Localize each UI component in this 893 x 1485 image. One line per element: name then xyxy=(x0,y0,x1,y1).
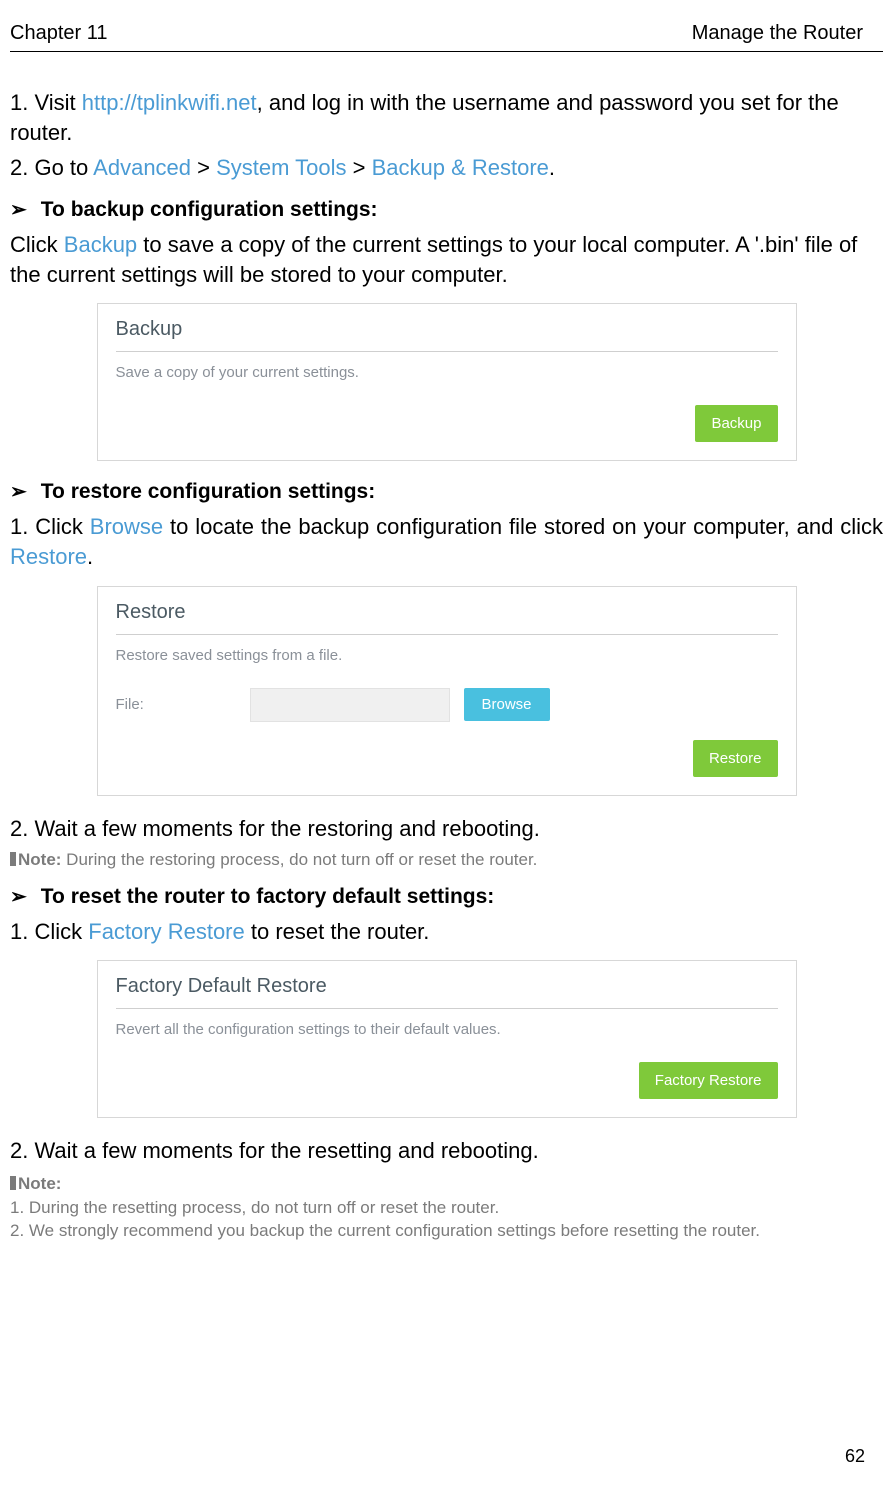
content-area: 1. Visit http://tplinkwifi.net, and log … xyxy=(0,52,893,1243)
browse-inline-link: Browse xyxy=(90,514,163,539)
factory-panel-wrap: Factory Default Restore Revert all the c… xyxy=(10,960,883,1118)
factory-panel-title: Factory Default Restore xyxy=(116,975,778,998)
backup-inline-link: Backup xyxy=(64,232,137,257)
restore-btn-row: Restore xyxy=(116,740,778,777)
chapter-label: Chapter 11 xyxy=(10,22,107,45)
restore-s1-pre: 1. Click xyxy=(10,514,90,539)
caret-icon: ➢ xyxy=(10,479,27,504)
factory-restore-button[interactable]: Factory Restore xyxy=(639,1062,778,1099)
para-backup-post: to save a copy of the current settings t… xyxy=(10,232,857,287)
step-2-end: . xyxy=(549,155,555,180)
backup-button[interactable]: Backup xyxy=(695,405,777,442)
backup-panel-rule xyxy=(116,351,778,352)
reset-s1-pre: 1. Click xyxy=(10,919,88,944)
note-icon xyxy=(10,852,16,866)
restore-panel-rule xyxy=(116,634,778,635)
note2-item-2: 2. We strongly recommend you backup the … xyxy=(10,1219,883,1243)
reset-s1-post: to reset the router. xyxy=(245,919,430,944)
heading-reset: ➢ To reset the router to factory default … xyxy=(10,884,883,909)
page-header: Chapter 11 Manage the Router xyxy=(0,0,893,51)
para-backup-pre: Click xyxy=(10,232,64,257)
heading-backup: ➢ To backup configuration settings: xyxy=(10,197,883,222)
heading-backup-text: To backup configuration settings: xyxy=(41,198,378,221)
page-number: 62 xyxy=(845,1446,865,1467)
restore-panel: Restore Restore saved settings from a fi… xyxy=(97,586,797,796)
note-restore: Note: During the restoring process, do n… xyxy=(10,850,883,870)
note-restore-text: During the restoring process, do not tur… xyxy=(61,850,537,869)
factory-restore-inline-link: Factory Restore xyxy=(88,919,245,944)
file-row: File: Browse xyxy=(116,688,778,722)
nav-system-tools: System Tools xyxy=(216,155,346,180)
restore-panel-desc: Restore saved settings from a file. xyxy=(116,647,778,664)
note-icon xyxy=(10,1176,16,1190)
restore-panel-wrap: Restore Restore saved settings from a fi… xyxy=(10,586,883,796)
backup-btn-row: Backup xyxy=(116,405,778,442)
restore-step-1: 1. Click Browse to locate the backup con… xyxy=(10,512,883,571)
restore-button[interactable]: Restore xyxy=(693,740,778,777)
reset-step-2: 2. Wait a few moments for the resetting … xyxy=(10,1136,883,1166)
notes-reset: Note: 1. During the resetting process, d… xyxy=(10,1172,883,1243)
file-input[interactable] xyxy=(250,688,450,722)
sep2: > xyxy=(347,155,372,180)
restore-inline-link: Restore xyxy=(10,544,87,569)
browse-button[interactable]: Browse xyxy=(464,688,550,721)
step-2-pre: 2. Go to xyxy=(10,155,93,180)
factory-panel-desc: Revert all the configuration settings to… xyxy=(116,1021,778,1038)
nav-advanced: Advanced xyxy=(93,155,191,180)
heading-restore-text: To restore configuration settings: xyxy=(41,480,375,503)
step-1: 1. Visit http://tplinkwifi.net, and log … xyxy=(10,88,883,147)
note2-label: Note: xyxy=(18,1174,61,1193)
nav-backup-restore: Backup & Restore xyxy=(372,155,549,180)
visit-link[interactable]: http://tplinkwifi.net xyxy=(82,90,257,115)
para-backup: Click Backup to save a copy of the curre… xyxy=(10,230,883,289)
restore-s1-end: . xyxy=(87,544,93,569)
step-1-pre: 1. Visit xyxy=(10,90,82,115)
backup-panel-desc: Save a copy of your current settings. xyxy=(116,364,778,381)
caret-icon: ➢ xyxy=(10,884,27,909)
step-2: 2. Go to Advanced > System Tools > Backu… xyxy=(10,153,883,183)
note2-item-1: 1. During the resetting process, do not … xyxy=(10,1196,883,1220)
backup-panel-wrap: Backup Save a copy of your current setti… xyxy=(10,303,883,461)
caret-icon: ➢ xyxy=(10,197,27,222)
page-title: Manage the Router xyxy=(692,22,863,45)
restore-s1-mid: to locate the backup configuration file … xyxy=(163,514,883,539)
note-label: Note: xyxy=(18,850,61,869)
file-label: File: xyxy=(116,696,236,713)
restore-step-2: 2. Wait a few moments for the restoring … xyxy=(10,814,883,844)
restore-panel-title: Restore xyxy=(116,601,778,624)
heading-restore: ➢ To restore configuration settings: xyxy=(10,479,883,504)
backup-panel: Backup Save a copy of your current setti… xyxy=(97,303,797,461)
page-root: Chapter 11 Manage the Router 1. Visit ht… xyxy=(0,0,893,1485)
factory-btn-row: Factory Restore xyxy=(116,1062,778,1099)
note2-header: Note: xyxy=(10,1172,883,1196)
factory-panel-rule xyxy=(116,1008,778,1009)
reset-step-1: 1. Click Factory Restore to reset the ro… xyxy=(10,917,883,947)
heading-reset-text: To reset the router to factory default s… xyxy=(41,885,495,908)
factory-panel: Factory Default Restore Revert all the c… xyxy=(97,960,797,1118)
backup-panel-title: Backup xyxy=(116,318,778,341)
sep1: > xyxy=(191,155,216,180)
